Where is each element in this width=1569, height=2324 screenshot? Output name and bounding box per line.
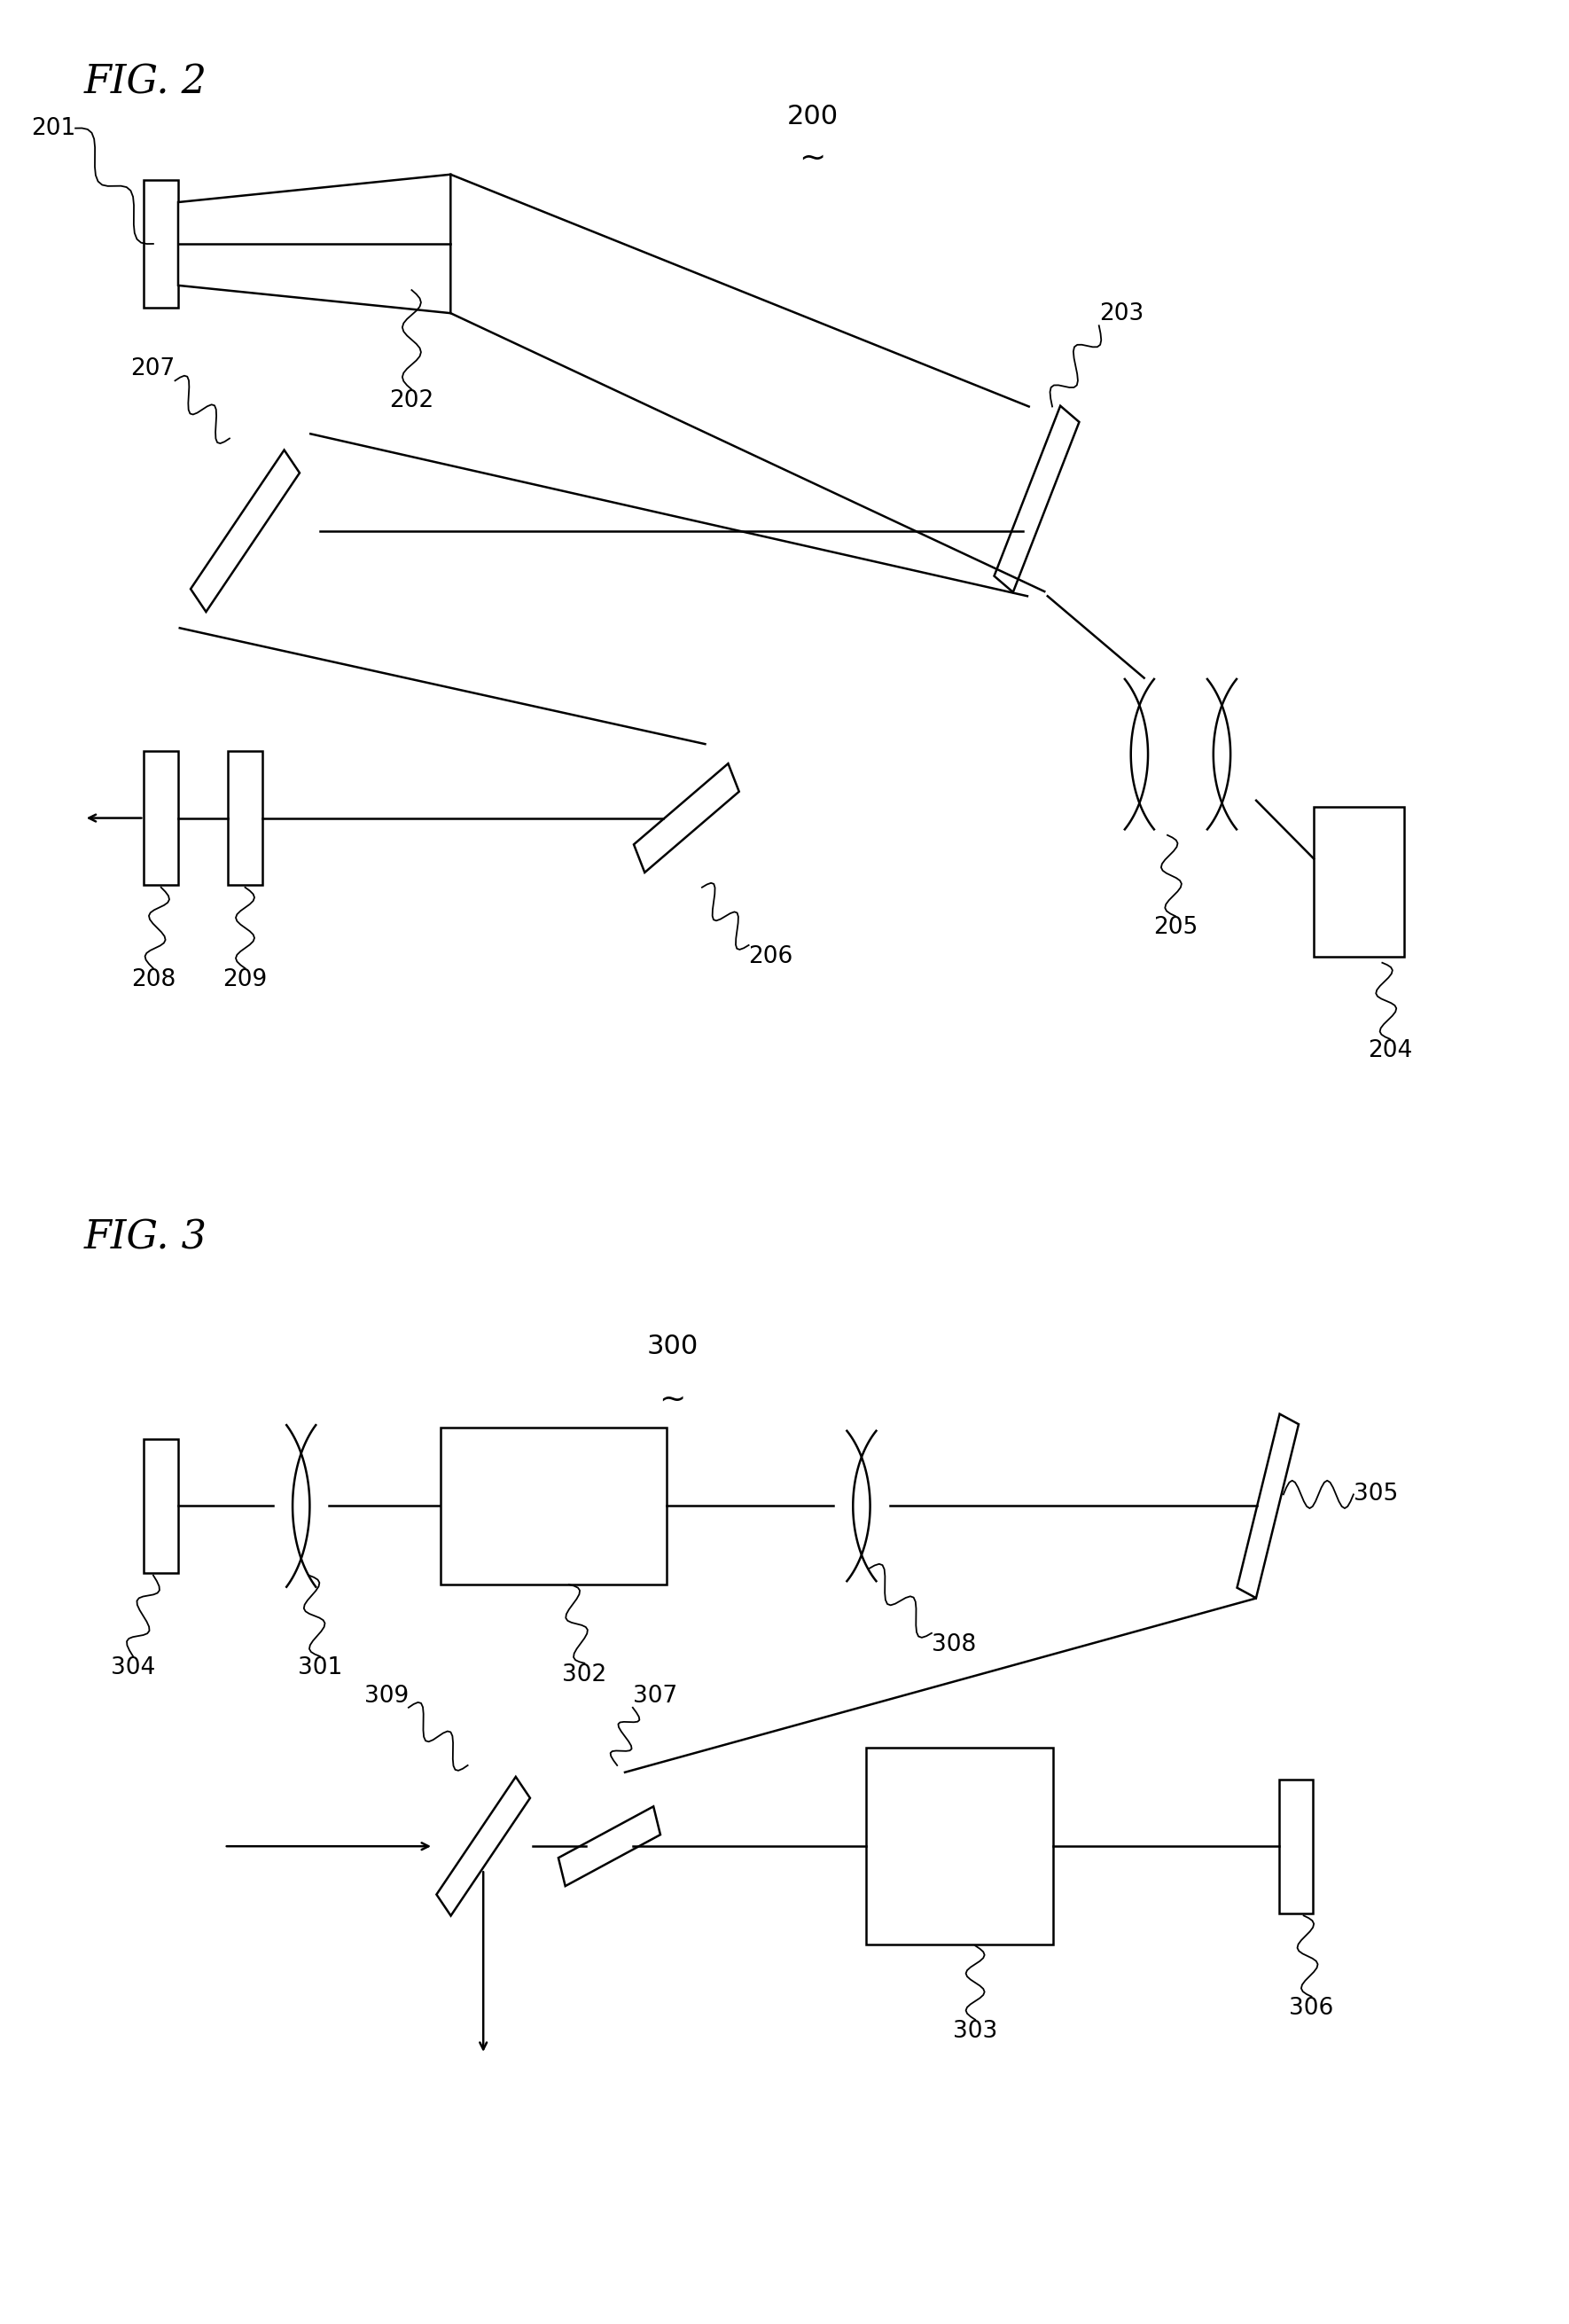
- Bar: [228, 751, 262, 885]
- Bar: [144, 181, 179, 307]
- Bar: [441, 1427, 667, 1585]
- Text: 304: 304: [111, 1657, 155, 1680]
- Polygon shape: [436, 1778, 530, 1915]
- Text: 206: 206: [748, 946, 794, 969]
- Text: ~: ~: [799, 144, 825, 174]
- Text: 204: 204: [1368, 1039, 1412, 1062]
- Text: 209: 209: [223, 969, 267, 992]
- Text: 308: 308: [932, 1634, 976, 1657]
- Text: 200: 200: [786, 102, 838, 130]
- Text: 307: 307: [632, 1685, 678, 1708]
- Bar: [866, 1748, 1053, 1945]
- Text: 201: 201: [31, 116, 75, 139]
- Polygon shape: [634, 765, 739, 872]
- Text: 303: 303: [952, 2020, 998, 2043]
- Text: FIG. 2: FIG. 2: [85, 63, 207, 102]
- Text: 208: 208: [130, 969, 176, 992]
- Bar: [1313, 806, 1404, 957]
- Text: 202: 202: [389, 390, 435, 411]
- Text: 305: 305: [1354, 1483, 1398, 1506]
- Polygon shape: [190, 451, 300, 611]
- Text: 302: 302: [562, 1664, 607, 1687]
- Text: 205: 205: [1153, 916, 1197, 939]
- Polygon shape: [559, 1806, 661, 1887]
- Text: 300: 300: [646, 1334, 698, 1360]
- Text: 301: 301: [298, 1657, 342, 1680]
- Text: 203: 203: [1098, 302, 1144, 325]
- Bar: [144, 751, 179, 885]
- Text: ~: ~: [659, 1385, 686, 1415]
- Polygon shape: [179, 174, 450, 314]
- Text: 306: 306: [1290, 1996, 1334, 2020]
- Text: FIG. 3: FIG. 3: [85, 1218, 207, 1257]
- Text: 309: 309: [364, 1685, 408, 1708]
- Bar: [1279, 1780, 1313, 1913]
- Polygon shape: [1236, 1413, 1299, 1599]
- Text: 207: 207: [130, 358, 176, 381]
- Polygon shape: [995, 407, 1079, 593]
- Bar: [144, 1439, 179, 1573]
